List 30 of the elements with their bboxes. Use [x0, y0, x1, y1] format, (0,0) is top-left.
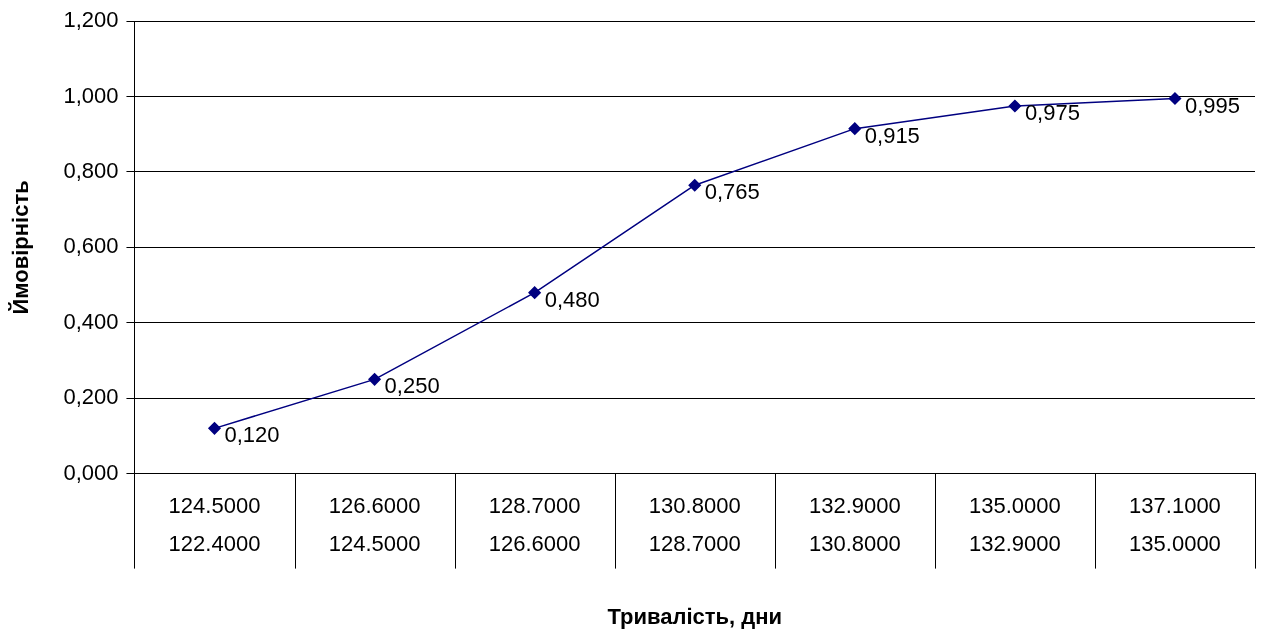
point — [848, 122, 862, 135]
data-label: 0,995 — [1184, 92, 1241, 118]
data-label: 0,915 — [864, 122, 920, 148]
point — [688, 178, 701, 192]
y-tick-label: 1,200 — [63, 7, 119, 33]
x-tick-label: 124.5000 122.4000 — [168, 492, 261, 557]
data-label: 0,765 — [704, 179, 760, 205]
data-label: 0,250 — [384, 373, 440, 399]
x-tick-label: 126.6000 124.5000 — [328, 492, 421, 557]
y-tick-label: 1,000 — [63, 82, 119, 108]
y-tick-label: 0,800 — [63, 158, 119, 184]
point — [1008, 99, 1022, 113]
y-tick-label: 0,200 — [63, 384, 119, 410]
y-tick-label: 0,000 — [63, 459, 119, 485]
x-tick-label: 132.9000 130.8000 — [808, 492, 901, 557]
x-tick-label: 130.8000 128.7000 — [648, 492, 741, 557]
x-axis-title: Тривалість, дни — [607, 603, 783, 629]
data-label: 0,480 — [544, 286, 600, 312]
point — [528, 286, 541, 299]
point — [208, 422, 221, 435]
x-tick-label: 137.1000 135.0000 — [1129, 492, 1221, 557]
y-tick-label: 0,400 — [63, 308, 119, 334]
data-label: 0,120 — [224, 422, 280, 448]
x-tick-label: 135.0000 132.9000 — [969, 492, 1061, 557]
point — [1168, 92, 1182, 105]
x-tick-label: 128.7000 126.6000 — [488, 492, 581, 557]
data-label: 0,975 — [1024, 100, 1080, 126]
y-tick-label: 0,600 — [63, 233, 119, 259]
y-axis-title: Ймовірність — [8, 180, 34, 315]
point — [368, 373, 381, 386]
